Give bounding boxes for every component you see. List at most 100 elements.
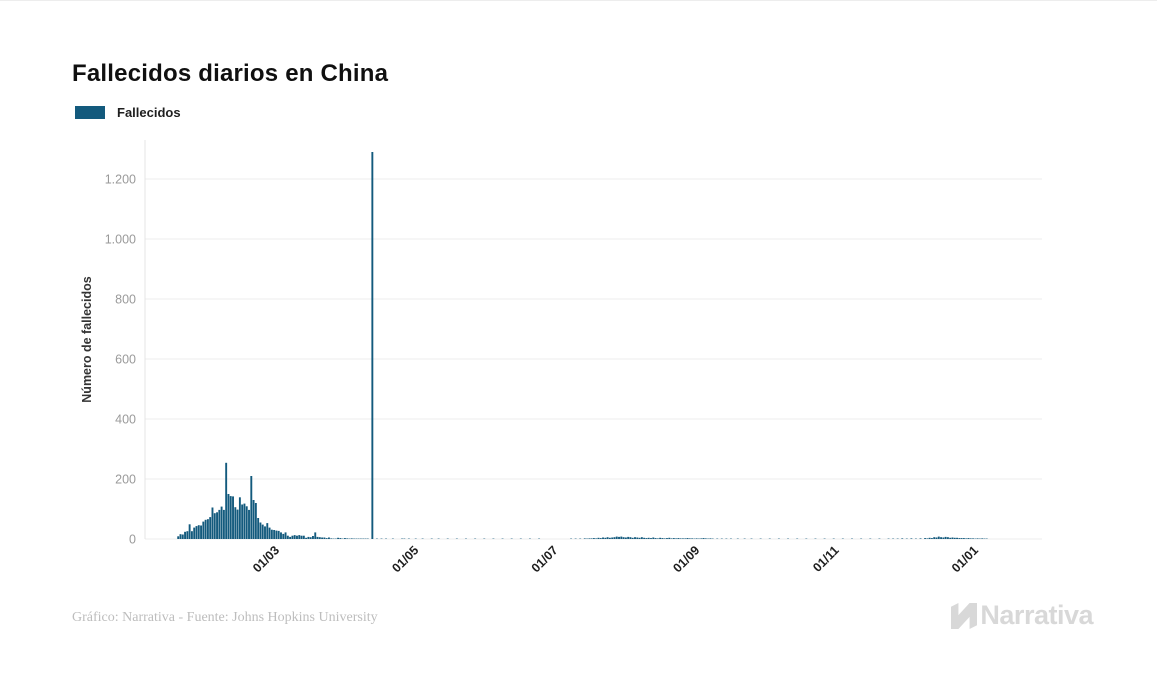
bar xyxy=(679,538,682,539)
bar xyxy=(186,531,189,539)
x-tick-label: 01/05 xyxy=(389,543,421,575)
bar xyxy=(677,538,680,539)
bar xyxy=(245,506,248,539)
bar xyxy=(588,538,591,539)
bar xyxy=(211,507,214,539)
bar xyxy=(942,537,945,539)
bar xyxy=(654,538,657,539)
bar xyxy=(218,509,221,539)
bar xyxy=(924,538,927,539)
bar xyxy=(188,524,191,539)
bar xyxy=(268,527,271,539)
bar xyxy=(682,538,684,539)
y-tick-label: 800 xyxy=(115,293,136,307)
bar xyxy=(659,537,662,539)
bar xyxy=(951,537,954,539)
x-tick-label: 01/07 xyxy=(529,543,561,575)
legend-label: Fallecidos xyxy=(117,105,181,120)
bar xyxy=(976,538,979,539)
bar xyxy=(280,532,282,539)
bar xyxy=(179,534,182,539)
narrativa-brand: Narrativa xyxy=(951,600,1093,631)
bar xyxy=(248,509,250,539)
bar xyxy=(613,537,616,539)
bar xyxy=(273,530,276,539)
narrativa-logo-icon xyxy=(951,602,978,629)
bar xyxy=(615,536,618,539)
bar xyxy=(944,536,947,539)
bar xyxy=(298,535,301,539)
bar xyxy=(652,537,655,539)
bar xyxy=(261,524,264,539)
bar xyxy=(296,535,298,539)
bar xyxy=(638,537,641,539)
bar xyxy=(284,532,287,539)
y-axis-title: Número de fallecidos xyxy=(80,276,94,402)
bar xyxy=(604,537,607,539)
bar xyxy=(935,537,938,539)
bar xyxy=(956,537,958,539)
bar xyxy=(930,538,933,539)
x-tick-label: 01/01 xyxy=(949,543,981,575)
bar xyxy=(277,530,280,539)
bar xyxy=(684,538,687,539)
bar xyxy=(675,538,678,539)
bar xyxy=(264,526,266,539)
bar xyxy=(330,538,333,539)
bar xyxy=(981,538,984,539)
bar xyxy=(250,476,253,539)
bar xyxy=(202,521,205,539)
bar xyxy=(225,462,228,539)
bar xyxy=(627,536,630,539)
bar xyxy=(636,537,639,539)
bar xyxy=(620,536,623,539)
x-tick-label: 01/03 xyxy=(250,543,282,575)
bar xyxy=(309,537,312,539)
bar xyxy=(695,538,698,539)
bar xyxy=(197,525,200,539)
bar xyxy=(937,536,940,539)
bar xyxy=(184,531,187,539)
bar xyxy=(305,537,308,539)
bar xyxy=(643,537,646,539)
bar xyxy=(663,538,666,539)
bar xyxy=(611,537,614,539)
top-divider xyxy=(0,0,1157,1)
bar xyxy=(965,538,968,539)
x-tick-label: 01/11 xyxy=(810,543,842,575)
bar xyxy=(592,538,595,539)
bar xyxy=(220,506,223,539)
bar xyxy=(343,538,346,539)
bar xyxy=(599,538,602,539)
bar xyxy=(647,537,650,539)
bar xyxy=(213,513,216,539)
bar xyxy=(307,536,310,539)
bar xyxy=(229,496,232,539)
bar xyxy=(972,538,974,539)
bar xyxy=(302,535,305,539)
bar xyxy=(656,538,659,539)
bar xyxy=(946,537,949,539)
bar xyxy=(634,537,636,539)
bar xyxy=(339,538,342,539)
bar xyxy=(709,538,712,539)
bar xyxy=(590,538,593,539)
bar xyxy=(252,500,255,539)
bar xyxy=(919,538,922,539)
bar xyxy=(969,538,972,539)
bar xyxy=(670,538,673,539)
bar xyxy=(629,537,632,539)
bar xyxy=(702,538,705,539)
bar xyxy=(266,523,269,539)
bar xyxy=(350,538,353,539)
bar xyxy=(318,537,321,539)
bar xyxy=(967,538,970,539)
bar xyxy=(181,534,184,539)
bar xyxy=(232,496,234,539)
bar xyxy=(177,536,180,539)
bar-chart-canvas: 0 200 400 600 800 1.000 1.200 Número de falleci… xyxy=(80,140,1042,575)
bar xyxy=(206,519,209,539)
bar xyxy=(640,537,643,539)
bar xyxy=(666,538,668,539)
